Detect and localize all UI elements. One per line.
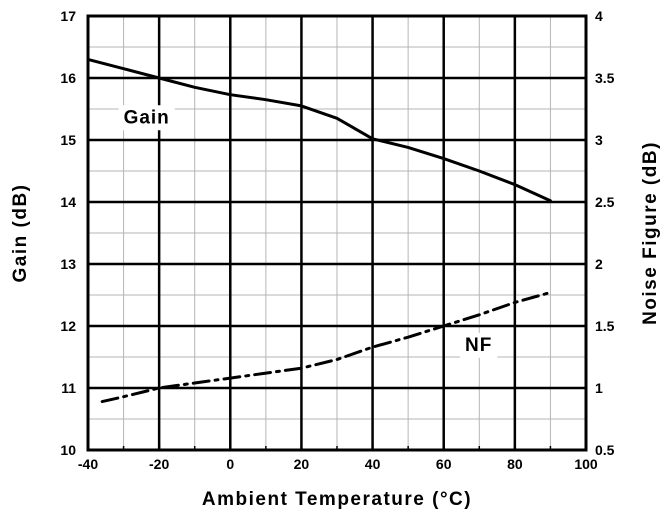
y-axis-title-right: Noise Figure (dB) [640, 141, 661, 325]
major-gridlines [88, 16, 586, 450]
y-tick-label-left: 12 [60, 318, 76, 334]
y-tick-label-left: 11 [61, 380, 76, 396]
annotation-nf: NF [465, 335, 492, 356]
annotation-bg [118, 105, 175, 131]
x-tick-label: 60 [436, 456, 452, 472]
x-tick-label: 80 [507, 456, 523, 472]
series-layer [86, 57, 552, 404]
tick-labels: -40 -20 0 20 40 60 80 100 10 11 12 13 14 15 16 17 0.5 1 1.… [60, 8, 614, 472]
minor-gridlines [88, 16, 586, 450]
y-tick-label-right: 1.5 [595, 318, 615, 334]
series-line-gain [86, 57, 552, 203]
y-tick-label-left: 10 [60, 442, 76, 458]
x-tick-label: 40 [365, 456, 381, 472]
series-line-nf [100, 291, 552, 404]
y-tick-label-right: 2.5 [595, 194, 615, 210]
x-tick-label: 20 [294, 456, 310, 472]
annotation-layer: Gain NF [118, 105, 498, 358]
x-axis-title: Ambient Temperature (°C) [202, 489, 472, 510]
annotation-gain: Gain [124, 107, 170, 128]
y-tick-label-right: 3.5 [595, 70, 615, 86]
y-tick-label-right: 1 [595, 380, 603, 396]
y-tick-label-left: 15 [60, 132, 76, 148]
y-tick-label-right: 0.5 [595, 442, 615, 458]
y-tick-label-right: 4 [595, 8, 603, 24]
y-tick-label-left: 17 [60, 8, 76, 24]
y-tick-label-right: 3 [595, 132, 603, 148]
y-tick-label-left: 14 [60, 194, 76, 210]
x-tick-label: -20 [149, 456, 169, 472]
x-tick-label: -40 [78, 456, 98, 472]
x-tick-label: 0 [226, 456, 234, 472]
y-axis-title-left: Gain (dB) [10, 184, 31, 283]
y-tick-label-left: 16 [60, 70, 76, 86]
y-tick-label-right: 2 [595, 256, 603, 272]
annotation-bg [460, 332, 498, 358]
y-tick-label-left: 13 [60, 256, 76, 272]
x-tick-label: 100 [574, 456, 598, 472]
